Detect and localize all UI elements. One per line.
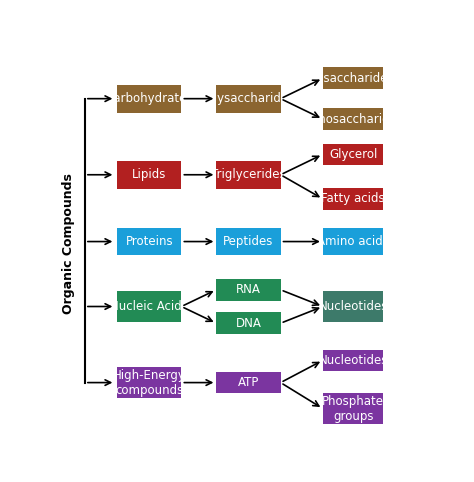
FancyBboxPatch shape (216, 372, 281, 393)
Text: Monosaccharides: Monosaccharides (302, 113, 404, 126)
Text: Organic Compounds: Organic Compounds (62, 173, 75, 314)
FancyBboxPatch shape (117, 161, 182, 188)
FancyBboxPatch shape (323, 108, 383, 130)
FancyBboxPatch shape (323, 67, 383, 89)
FancyBboxPatch shape (117, 367, 182, 398)
Text: RNA: RNA (236, 283, 261, 296)
Text: Disaccharides: Disaccharides (312, 72, 394, 85)
FancyBboxPatch shape (216, 279, 281, 301)
Text: Lipids: Lipids (132, 168, 166, 181)
FancyBboxPatch shape (216, 161, 281, 188)
FancyBboxPatch shape (117, 228, 182, 255)
Text: Glycerol: Glycerol (329, 148, 377, 161)
Text: Triglycerides: Triglycerides (211, 168, 286, 181)
FancyBboxPatch shape (323, 144, 383, 165)
Text: Phosphate
groups: Phosphate groups (322, 395, 384, 423)
FancyBboxPatch shape (323, 188, 383, 210)
FancyBboxPatch shape (323, 291, 383, 322)
Text: Peptides: Peptides (223, 235, 273, 248)
FancyBboxPatch shape (216, 85, 281, 113)
Text: DNA: DNA (236, 317, 261, 330)
Text: Amino acids: Amino acids (317, 235, 389, 248)
FancyBboxPatch shape (117, 85, 182, 113)
Text: Fatty acids: Fatty acids (321, 192, 385, 205)
Text: ATP: ATP (238, 376, 259, 389)
Text: Nucleotides: Nucleotides (319, 300, 388, 313)
FancyBboxPatch shape (323, 349, 383, 371)
FancyBboxPatch shape (323, 393, 383, 424)
FancyBboxPatch shape (216, 312, 281, 334)
FancyBboxPatch shape (323, 228, 383, 255)
Text: Carbohydrates: Carbohydrates (106, 92, 193, 105)
Text: Proteins: Proteins (126, 235, 173, 248)
FancyBboxPatch shape (117, 291, 182, 322)
Text: High-Energy
compounds: High-Energy compounds (113, 369, 186, 397)
FancyBboxPatch shape (216, 228, 281, 255)
Text: Nucleic Acids: Nucleic Acids (110, 300, 188, 313)
Text: Polysaccharides: Polysaccharides (201, 92, 296, 105)
Text: Nucleotides: Nucleotides (319, 354, 388, 367)
